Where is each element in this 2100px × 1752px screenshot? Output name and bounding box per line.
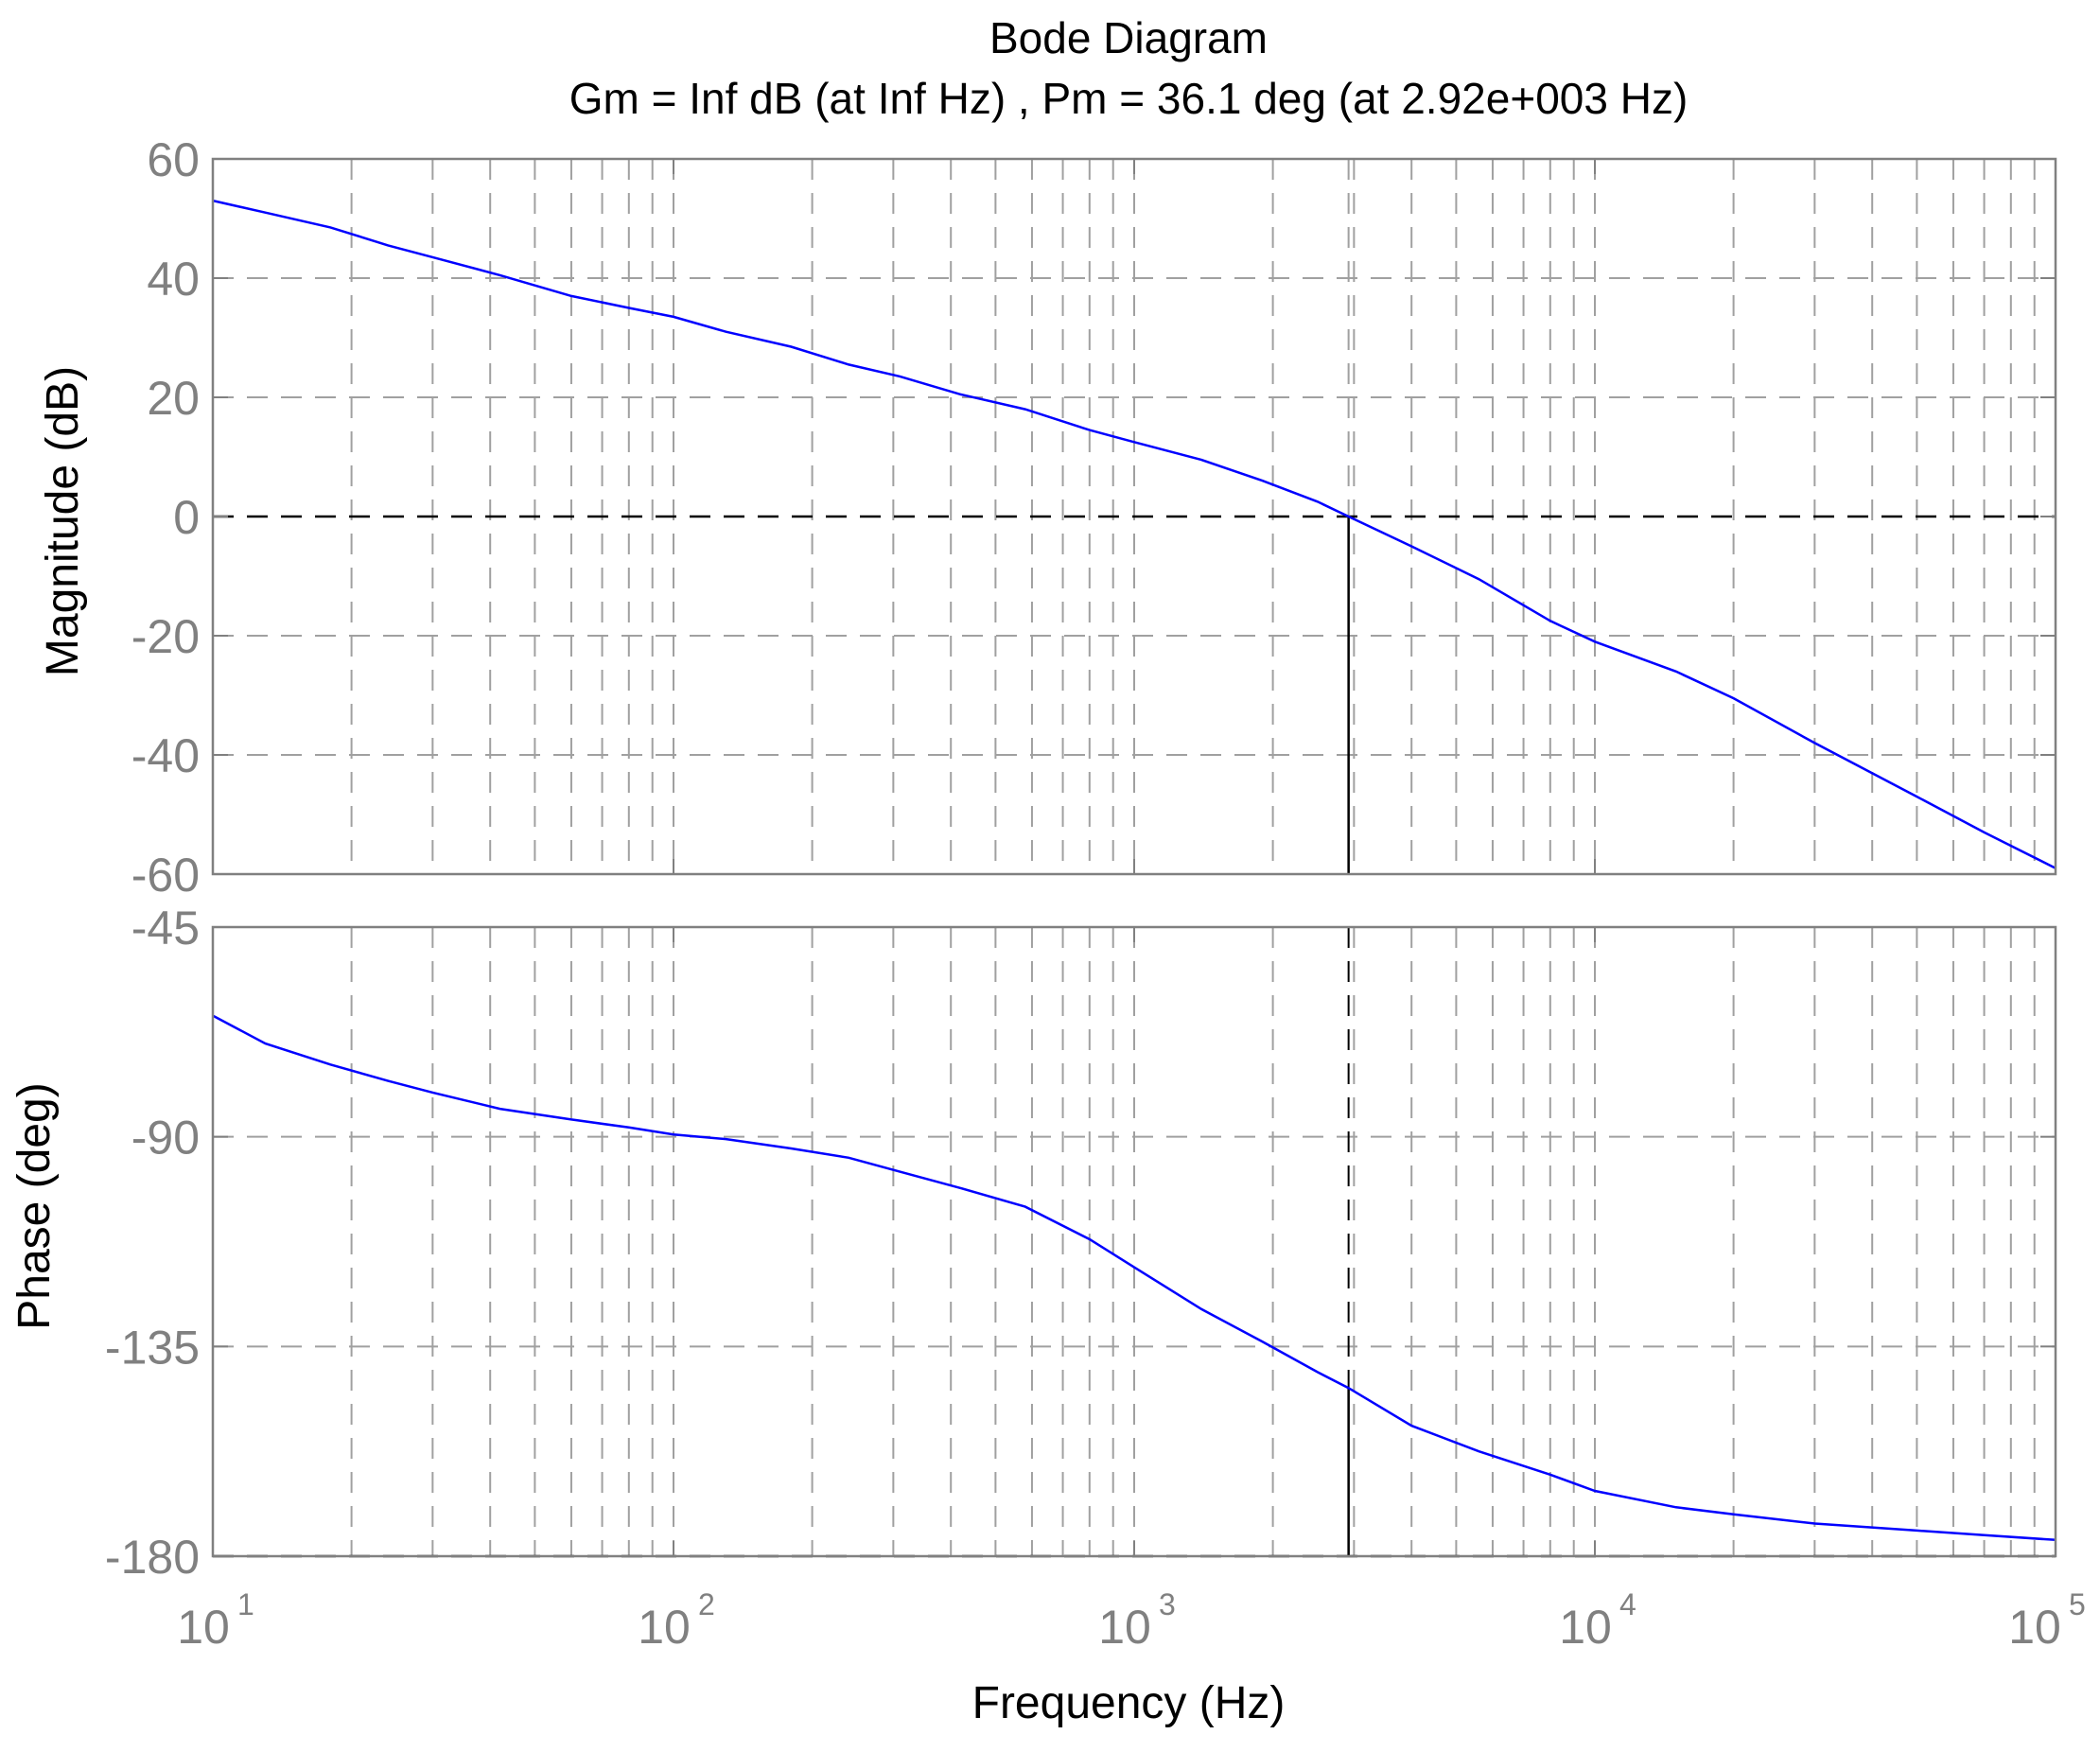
phase-series-line xyxy=(212,1014,2056,1542)
x-tick-label-base: 10 xyxy=(177,1601,230,1654)
chart-subtitle: Gm = Inf dB (at Inf Hz) , Pm = 36.1 deg … xyxy=(569,74,1689,123)
phase-axis-label: Phase (deg) xyxy=(9,1082,60,1330)
panel-phase: -45 -90 -135 -180 xyxy=(105,902,2057,1584)
magnitude-series-line xyxy=(212,199,2056,869)
x-tick-label-exponent: 1 xyxy=(237,1587,254,1621)
y-tick-label: 0 xyxy=(173,491,200,544)
y-tick-label: -40 xyxy=(131,729,200,782)
x-tick-label-exponent: 3 xyxy=(1159,1587,1176,1621)
y-tick-label: -45 xyxy=(131,902,200,955)
y-tick-label: -20 xyxy=(131,610,200,663)
plot-frame xyxy=(211,157,2057,876)
panel-magnitude: 60 40 20 0 -20 -40 -60 xyxy=(131,133,2057,902)
x-tick-label-exponent: 4 xyxy=(1619,1587,1636,1621)
x-tick-label-base: 10 xyxy=(1559,1601,1612,1654)
x-tick-label-exponent: 5 xyxy=(2069,1587,2086,1621)
y-tick-label: -60 xyxy=(131,849,200,902)
y-tick-label: 20 xyxy=(147,372,200,425)
x-tick-label-base: 10 xyxy=(2008,1601,2061,1654)
y-tick-label: 40 xyxy=(147,253,200,306)
y-tick-label: -90 xyxy=(131,1112,200,1165)
magnitude-axis-label: Magnitude (dB) xyxy=(38,366,88,676)
x-tick-label-base: 10 xyxy=(1098,1601,1151,1654)
chart-title: Bode Diagram xyxy=(989,13,1268,62)
plot-frame xyxy=(211,925,2057,1558)
y-tick-label: 60 xyxy=(147,133,200,186)
x-tick-label-exponent: 2 xyxy=(698,1587,715,1621)
x-axis-label: Frequency (Hz) xyxy=(972,1678,1286,1728)
y-tick-label: -135 xyxy=(105,1321,200,1374)
x-tick-label-base: 10 xyxy=(638,1601,691,1654)
y-tick-label: -180 xyxy=(105,1531,200,1584)
